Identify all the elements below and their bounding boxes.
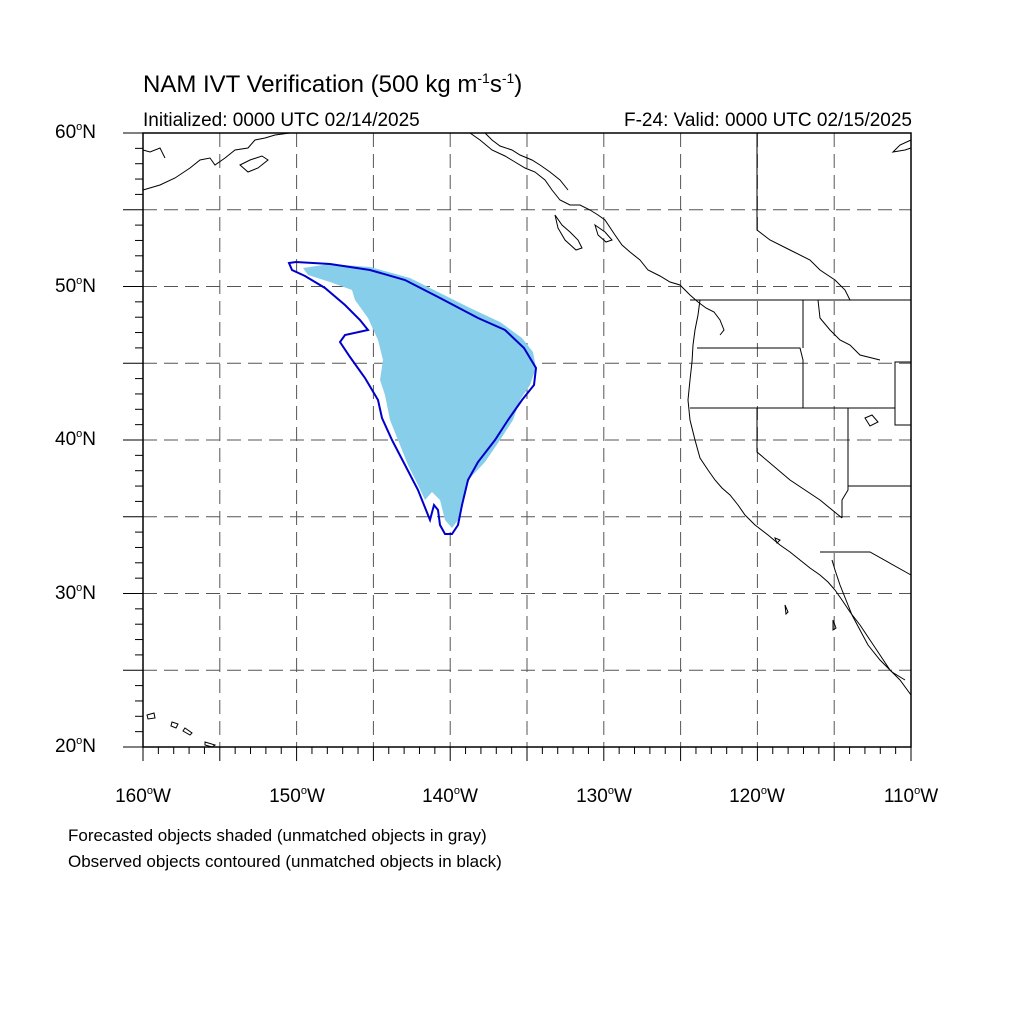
map-frame (142, 132, 912, 748)
lat-label-20: 20oN (55, 735, 96, 757)
coastlines (142, 132, 912, 748)
initialized-label: Initialized: 0000 UTC 02/14/2025 (143, 110, 420, 131)
lon-label-160: 160oW (115, 785, 171, 807)
lon-label-150: 150oW (269, 785, 325, 807)
graticule (143, 133, 911, 747)
lat-label-60: 60oN (55, 121, 96, 143)
lon-label-120: 120oW (729, 785, 785, 807)
lat-label-50: 50oN (55, 275, 96, 297)
lat-label-40: 40oN (55, 428, 96, 450)
forecast-object (303, 264, 536, 528)
lon-label-110: 110oW (883, 785, 939, 807)
lat-label-30: 30oN (55, 582, 96, 604)
legend-observed-note: Observed objects contoured (unmatched ob… (68, 852, 502, 871)
lon-label-130: 130oW (576, 785, 632, 807)
lon-label-140: 140oW (422, 785, 478, 807)
axis-ticks (123, 132, 912, 761)
observed-object-contour (287, 260, 538, 535)
valid-time-label: F-24: Valid: 0000 UTC 02/15/2025 (624, 110, 912, 131)
legend-forecast-note: Forecasted objects shaded (unmatched obj… (68, 826, 487, 845)
chart-title: NAM IVT Verification (500 kg m-1s-1) (143, 70, 523, 98)
